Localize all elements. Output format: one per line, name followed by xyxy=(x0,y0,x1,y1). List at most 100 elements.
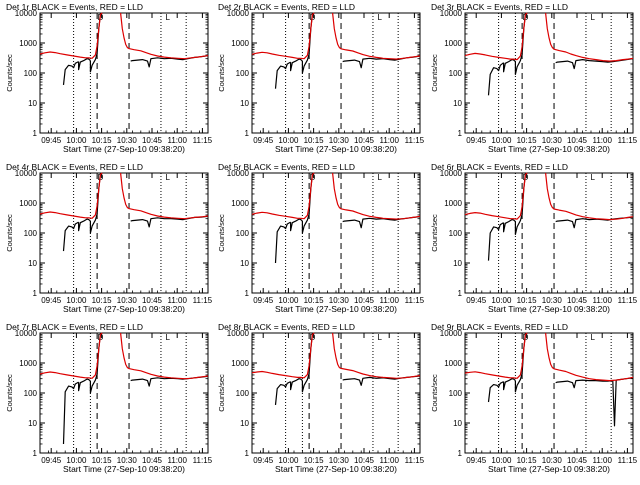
y-tick-label: 10000 xyxy=(15,329,38,338)
x-tick-label: 10:00 xyxy=(491,136,512,145)
time-marker-label: L xyxy=(165,333,170,342)
y-tick-label: 10000 xyxy=(440,169,463,178)
events-series-line xyxy=(77,378,91,392)
x-tick-label: 09:45 xyxy=(466,296,487,305)
y-axis-label: Counts/sec xyxy=(217,374,226,412)
y-tick-label: 10000 xyxy=(227,9,250,18)
x-tick-label: 11:15 xyxy=(405,136,425,145)
time-marker-label: L xyxy=(377,173,382,182)
lld-series-line xyxy=(251,332,315,379)
x-tick-label: 11:00 xyxy=(167,296,187,305)
y-tick-label: 1000 xyxy=(19,199,37,208)
plot-frame xyxy=(464,332,634,454)
x-tick-label: 11:00 xyxy=(379,136,399,145)
y-axis-label: Counts/sec xyxy=(5,374,14,412)
x-tick-label: 10:15 xyxy=(304,296,325,305)
x-axis-label: Start Time (27-Sep-10 09:38:20) xyxy=(488,144,610,154)
events-series-line xyxy=(62,381,79,445)
chart-title: Det 5r BLACK = Events, RED = LLD xyxy=(218,162,355,172)
x-tick-label: 09:45 xyxy=(41,296,62,305)
x-tick-label: 10:45 xyxy=(567,296,588,305)
lld-series-line xyxy=(545,12,634,62)
x-tick-label: 10:15 xyxy=(517,296,538,305)
x-tick-label: 10:45 xyxy=(142,296,163,305)
events-series-line xyxy=(301,172,314,234)
y-tick-label: 10 xyxy=(28,99,37,108)
x-tick-label: 10:00 xyxy=(278,456,299,465)
chart-panel-det-9r: Det 9r BLACK = Events, RED = LLD 1 10 100 10… xyxy=(430,322,638,474)
lld-series-line xyxy=(464,172,528,220)
lld-series-line xyxy=(39,332,103,379)
x-tick-label: 10:30 xyxy=(117,296,138,305)
time-marker-label: L xyxy=(590,173,595,182)
y-axis-label: Counts/sec xyxy=(430,54,439,92)
lld-series-line xyxy=(120,12,209,60)
x-tick-label: 10:30 xyxy=(542,296,563,305)
x-axis-label: Start Time (27-Sep-10 09:38:20) xyxy=(488,464,610,474)
time-marker-label: L xyxy=(165,13,170,22)
y-axis-label: Counts/sec xyxy=(217,54,226,92)
chart-panel-det-6r: Det 6r BLACK = Events, RED = LLD 1 10 100 10… xyxy=(430,162,638,314)
x-tick-label: 11:15 xyxy=(193,296,213,305)
y-tick-label: 10 xyxy=(240,259,249,268)
y-tick-label: 1000 xyxy=(19,359,37,368)
x-tick-label: 11:15 xyxy=(405,296,425,305)
plot-frame xyxy=(464,12,634,134)
x-tick-label: 11:15 xyxy=(405,456,425,465)
events-series-line xyxy=(290,218,303,232)
events-series-line xyxy=(503,219,516,233)
x-axis-label: Start Time (27-Sep-10 09:38:20) xyxy=(275,304,397,314)
events-series-line xyxy=(77,58,91,71)
events-series-line xyxy=(290,378,303,391)
x-tick-label: 11:00 xyxy=(592,296,612,305)
events-series-line xyxy=(301,332,314,393)
x-tick-label: 11:15 xyxy=(618,456,638,465)
x-tick-label: 10:45 xyxy=(354,456,375,465)
x-tick-label: 10:30 xyxy=(542,136,563,145)
events-series-line xyxy=(301,12,314,74)
y-axis-label: Counts/sec xyxy=(217,214,226,252)
x-axis-label: Start Time (27-Sep-10 09:38:20) xyxy=(63,464,185,474)
y-tick-label: 1000 xyxy=(19,39,37,48)
chart-panel-det-2r: Det 2r BLACK = Events, RED = LLD 1 10 100 10… xyxy=(217,2,425,154)
x-tick-label: 09:45 xyxy=(41,136,62,145)
lld-series-line xyxy=(332,172,421,220)
chart-title: Det 2r BLACK = Events, RED = LLD xyxy=(218,2,355,12)
x-tick-label: 11:15 xyxy=(618,136,638,145)
events-series-line xyxy=(62,61,79,85)
events-series-line xyxy=(555,377,634,427)
events-series-line xyxy=(487,62,504,96)
y-tick-label: 1000 xyxy=(231,359,249,368)
events-series-line xyxy=(274,381,291,405)
x-tick-label: 09:45 xyxy=(253,296,274,305)
time-marker-label: L xyxy=(590,333,595,342)
x-tick-label: 10:15 xyxy=(92,456,113,465)
lld-series-line xyxy=(332,332,421,379)
y-tick-label: 1 xyxy=(245,289,250,298)
x-tick-label: 11:00 xyxy=(379,456,399,465)
y-tick-label: 10 xyxy=(28,419,37,428)
y-tick-label: 10000 xyxy=(15,169,38,178)
x-tick-label: 11:00 xyxy=(592,136,612,145)
chart-panel-det-8r: Det 8r BLACK = Events, RED = LLD 1 10 100 10… xyxy=(217,322,425,474)
x-tick-label: 09:45 xyxy=(466,456,487,465)
y-tick-label: 1 xyxy=(33,289,38,298)
events-series-line xyxy=(77,218,91,232)
x-tick-label: 10:15 xyxy=(92,136,113,145)
chart-title: Det 3r BLACK = Events, RED = LLD xyxy=(431,2,568,12)
y-tick-label: 1000 xyxy=(231,39,249,48)
x-tick-label: 11:15 xyxy=(193,136,213,145)
x-tick-label: 10:00 xyxy=(278,296,299,305)
y-axis-label: Counts/sec xyxy=(5,214,14,252)
y-tick-label: 100 xyxy=(24,229,38,238)
lld-series-line xyxy=(251,12,315,60)
x-tick-label: 11:15 xyxy=(193,456,213,465)
lld-series-line xyxy=(332,12,421,60)
chart-panel-det-7r: Det 7r BLACK = Events, RED = LLD 1 10 100 10… xyxy=(5,322,213,474)
y-tick-label: 1 xyxy=(458,449,463,458)
x-tick-label: 11:00 xyxy=(167,456,187,465)
y-tick-label: 1 xyxy=(33,449,38,458)
events-series-line xyxy=(503,378,516,391)
lld-series-line xyxy=(464,12,528,61)
